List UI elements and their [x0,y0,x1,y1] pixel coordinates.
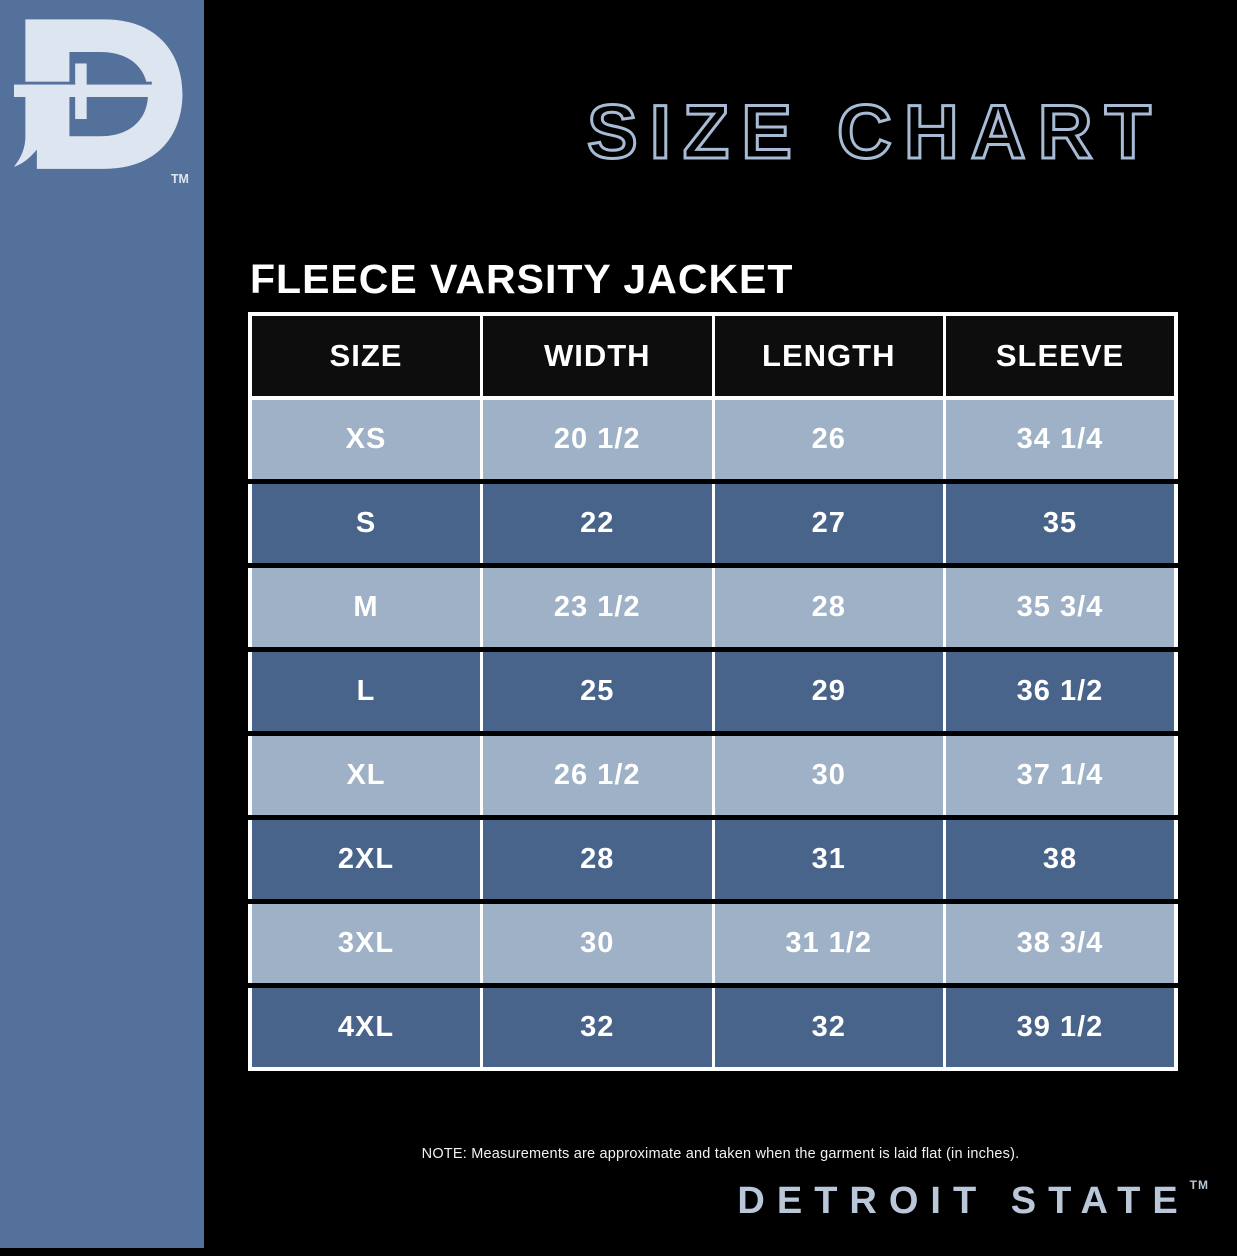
brand-name-text: DETROIT STATE [737,1180,1190,1222]
table-row-m: M 23 1/2 28 35 3/4 [248,565,1178,650]
length-cell: 31 1/2 [711,901,946,986]
size-cell: 2XL [248,817,483,902]
brand-wordmark: DETROIT STATETM [737,1178,1209,1223]
length-cell: 27 [711,481,946,566]
sleeve-cell: 38 3/4 [943,901,1178,986]
size-table-body: XS 20 1/2 26 34 1/4 S 22 27 35 M 23 1/2 … [248,398,1178,1069]
sleeve-cell: 37 1/4 [943,733,1178,818]
sleeve-cell: 34 1/4 [943,398,1178,482]
header-row: SIZE WIDTH LENGTH SLEEVE [248,314,1178,400]
size-cell: 3XL [248,901,483,986]
table-row-3xl: 3XL 30 31 1/2 38 3/4 [248,901,1178,986]
stylized-d-logo-icon: TM [13,19,189,186]
sleeve-cell: 35 [943,481,1178,566]
table-row-xl: XL 26 1/2 30 37 1/4 [248,733,1178,818]
col-header-width: WIDTH [480,314,715,400]
brand-tm-text: TM [1189,1178,1209,1192]
size-cell: L [248,649,483,734]
width-cell: 20 1/2 [480,398,715,482]
sleeve-cell: 36 1/2 [943,649,1178,734]
width-cell: 28 [480,817,715,902]
sleeve-cell: 38 [943,817,1178,902]
length-cell: 30 [711,733,946,818]
measurement-note: NOTE: Measurements are approximate and t… [421,1146,1020,1162]
table-row-s: S 22 27 35 [248,481,1178,566]
width-cell: 22 [480,481,715,566]
sleeve-cell: 39 1/2 [943,985,1178,1069]
product-name: FLEECE VARSITY JACKET [250,256,794,303]
width-cell: 26 1/2 [480,733,715,818]
length-cell: 32 [711,985,946,1069]
brand-logo: TM [13,6,190,188]
width-cell: 30 [480,901,715,986]
table-row-4xl: 4XL 32 32 39 1/2 [248,985,1178,1069]
length-cell: 26 [711,398,946,482]
length-cell: 29 [711,649,946,734]
sidebar: TM [0,0,204,1248]
size-cell: 4XL [248,985,483,1069]
table-row-xs: XS 20 1/2 26 34 1/4 [248,398,1178,482]
width-cell: 25 [480,649,715,734]
width-cell: 23 1/2 [480,565,715,650]
sleeve-cell: 35 3/4 [943,565,1178,650]
logo-tm-text: TM [171,172,189,186]
width-cell: 32 [480,985,715,1069]
length-cell: 28 [711,565,946,650]
size-cell: M [248,565,483,650]
table-row-l: L 25 29 36 1/2 [248,649,1178,734]
col-header-length: LENGTH [711,314,946,400]
size-cell: XS [248,398,483,482]
page-title: SIZE CHART [586,88,1163,176]
size-cell: S [248,481,483,566]
size-table-header: SIZE WIDTH LENGTH SLEEVE [248,314,1178,400]
size-cell: XL [248,733,483,818]
table-row-2xl: 2XL 28 31 38 [248,817,1178,902]
col-header-sleeve: SLEEVE [943,314,1178,400]
col-header-size: SIZE [248,314,483,400]
length-cell: 31 [711,817,946,902]
size-table: SIZE WIDTH LENGTH SLEEVE XS 20 1/2 26 34… [248,312,1178,1071]
